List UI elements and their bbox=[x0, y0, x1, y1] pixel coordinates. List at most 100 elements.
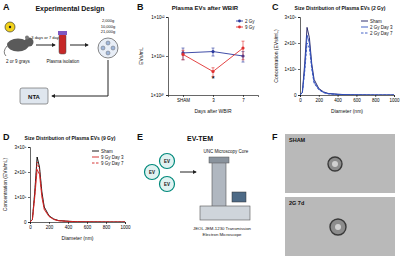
tick-label: 800 bbox=[372, 98, 380, 103]
axis-line bbox=[298, 18, 301, 96]
data-point bbox=[211, 70, 214, 73]
series-line bbox=[300, 43, 394, 95]
tick-label: 600 bbox=[84, 225, 92, 230]
tick: 400 bbox=[334, 95, 342, 103]
legend-swatch bbox=[361, 27, 368, 28]
tick-mark bbox=[394, 95, 395, 97]
tick-mark bbox=[28, 172, 30, 173]
data-point bbox=[181, 53, 184, 56]
panel-letter: C bbox=[272, 2, 279, 12]
tick-mark bbox=[49, 222, 50, 224]
centrifuge-tube bbox=[106, 51, 110, 55]
plot-area bbox=[30, 157, 125, 222]
legend-swatch bbox=[236, 21, 243, 22]
legend-label: 2 Gy bbox=[245, 19, 255, 24]
axis-line bbox=[28, 148, 31, 223]
error-cap bbox=[242, 62, 245, 63]
y-axis-title: EVs/mL bbox=[138, 47, 144, 65]
tick-mark bbox=[298, 69, 300, 70]
arrow bbox=[180, 172, 196, 173]
tem-image bbox=[285, 197, 395, 256]
legend-marker bbox=[238, 26, 241, 29]
tick-mark bbox=[183, 95, 184, 97]
tem-image bbox=[285, 134, 395, 193]
panel-letter: B bbox=[137, 2, 144, 12]
microscope-screen bbox=[232, 192, 246, 202]
legend-label: Sham bbox=[370, 19, 382, 24]
tick-label: 1000 bbox=[120, 225, 131, 230]
tick-mark bbox=[68, 222, 69, 224]
series-line bbox=[30, 162, 125, 222]
x-axis-title: Days after WBIR bbox=[194, 108, 232, 114]
tube-cap bbox=[58, 31, 67, 35]
legend-label: 9 Gy Day 3 bbox=[101, 155, 124, 160]
legend-label: Sham bbox=[101, 149, 113, 154]
vesicle-label: EV bbox=[149, 170, 155, 175]
legend-swatch bbox=[92, 157, 99, 158]
chart: DSize Distribution of Plasma EVs (9 Gy)0… bbox=[2, 132, 131, 241]
tick-mark bbox=[28, 147, 30, 148]
arrow bbox=[36, 45, 55, 46]
tick-label: 1×10⁹ bbox=[284, 67, 296, 72]
centrifuge-tube bbox=[111, 46, 115, 50]
tick-mark bbox=[298, 95, 300, 96]
tick-mark bbox=[28, 222, 30, 223]
y-axis: 1×10¹⁰1×10¹¹1×10¹² bbox=[151, 15, 169, 98]
tick: 800 bbox=[372, 95, 380, 103]
x-axis-title: Diameter (nm) bbox=[331, 108, 363, 114]
arrow bbox=[70, 45, 88, 46]
series-line bbox=[300, 35, 394, 95]
step-label: Plasma isolation bbox=[47, 59, 80, 64]
tick: 2×10⁹ bbox=[284, 41, 300, 46]
microscope-top bbox=[209, 157, 229, 163]
method-label: NTA bbox=[28, 94, 41, 100]
tick: 7 bbox=[242, 95, 245, 103]
legend-label: 2 Gy Day 3 bbox=[370, 25, 393, 30]
plot-area bbox=[300, 27, 394, 95]
legend-swatch bbox=[92, 163, 99, 164]
instrument-label: JEOL JEM-1230 Transmission bbox=[193, 226, 251, 231]
legend: Sham9 Gy Day 39 Gy Day 7 bbox=[92, 149, 124, 166]
legend-label: 9 Gy bbox=[245, 25, 255, 30]
error-cap bbox=[242, 41, 245, 42]
chart-title: Size Distribution of Plasma EVs (9 Gy) bbox=[25, 135, 116, 141]
tick-label: 3×10⁹ bbox=[284, 15, 296, 20]
series-line bbox=[30, 157, 125, 222]
tick-label: 1×10¹⁰ bbox=[151, 93, 165, 98]
panel-letter: D bbox=[3, 132, 10, 142]
error-cap bbox=[182, 59, 185, 60]
x-axis-title: Diameter (nm) bbox=[62, 235, 94, 241]
error-bar bbox=[212, 48, 215, 56]
nta-device bbox=[20, 88, 48, 104]
tick-mark bbox=[87, 222, 88, 224]
tick-mark bbox=[319, 95, 320, 97]
panel-e: EEV-TEMEVEVEVUNC Microscopy CoreJEOL JEM… bbox=[137, 132, 252, 237]
panel-title: Experimental Design bbox=[35, 5, 104, 13]
tick-label: 7 bbox=[242, 98, 245, 103]
tick-label: 3 bbox=[212, 98, 215, 103]
arrow bbox=[52, 60, 108, 96]
error-bar bbox=[182, 50, 185, 59]
dose-label: 2 or 9 grays bbox=[6, 59, 31, 64]
tick: 3×10⁹ bbox=[14, 145, 30, 150]
ev-core bbox=[335, 224, 341, 230]
tick-mark bbox=[166, 56, 168, 57]
axis-line bbox=[166, 18, 169, 96]
centrifuge bbox=[98, 38, 118, 58]
legend: 2 Gy9 Gy bbox=[236, 19, 255, 30]
tick-label: 800 bbox=[103, 225, 111, 230]
series-line bbox=[300, 27, 394, 95]
microscope-desk bbox=[200, 206, 250, 220]
tick: 200 bbox=[46, 222, 54, 230]
error-cap bbox=[182, 48, 185, 49]
image-label: SHAM bbox=[289, 137, 306, 143]
annotation: * bbox=[212, 75, 215, 82]
tick: 600 bbox=[353, 95, 361, 103]
tick-mark bbox=[375, 95, 376, 97]
tick: 400 bbox=[65, 222, 73, 230]
x-axis: 02004006008001000 bbox=[29, 222, 131, 230]
tick-mark bbox=[106, 222, 107, 224]
legend-swatch bbox=[92, 151, 99, 152]
tick-label: 200 bbox=[46, 225, 54, 230]
vesicle-label: EV bbox=[164, 182, 170, 187]
